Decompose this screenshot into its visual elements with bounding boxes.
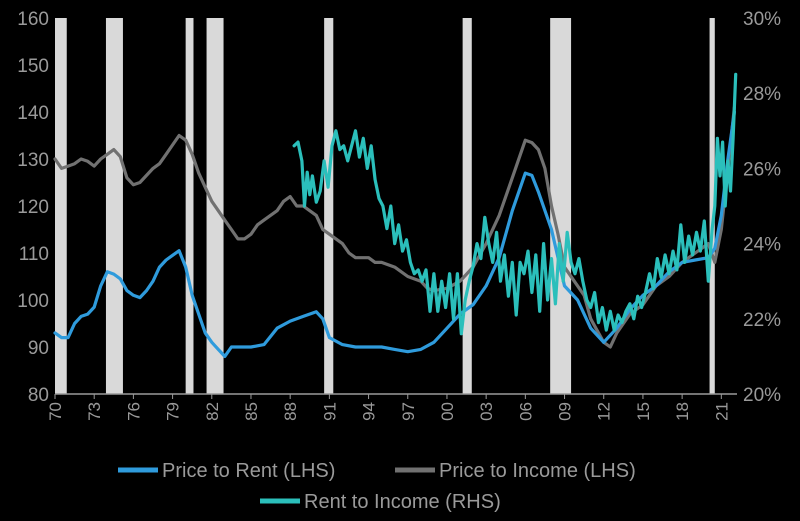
x-axis-tick-label: 91 bbox=[320, 402, 339, 421]
left-axis-tick-label: 90 bbox=[28, 338, 49, 359]
legend: Price to Rent (LHS) Price to Income (LHS)… bbox=[118, 460, 636, 513]
recession-band bbox=[462, 18, 472, 394]
x-axis-tick-label: 09 bbox=[556, 402, 575, 421]
x-axis-tick-label: 76 bbox=[124, 402, 143, 421]
recession-band bbox=[324, 18, 334, 394]
left-axis-tick-label: 100 bbox=[17, 291, 49, 312]
x-axis-tick-label: 15 bbox=[634, 402, 653, 421]
series-line bbox=[53, 105, 736, 349]
x-axis-tick-label: 79 bbox=[164, 402, 183, 421]
x-axis-tick-label: 70 bbox=[46, 402, 65, 421]
x-axis-tick-label: 12 bbox=[595, 402, 614, 421]
recession-shading bbox=[55, 18, 715, 394]
left-axis: 80 90 100 110 120 130 140 150 160 bbox=[17, 9, 49, 406]
right-axis-tick-label: 28% bbox=[743, 84, 781, 105]
right-axis: 20% 22% 24% 26% 28% 30% bbox=[743, 9, 781, 406]
series-line bbox=[53, 110, 736, 358]
x-axis-tick-label: 85 bbox=[242, 402, 261, 421]
left-axis-tick-label: 130 bbox=[17, 150, 49, 171]
x-axis-tick-label: 18 bbox=[673, 402, 692, 421]
legend-label: Price to Rent (LHS) bbox=[162, 460, 335, 482]
recession-band bbox=[550, 18, 572, 394]
legend-label: Rent to Income (RHS) bbox=[304, 491, 501, 513]
x-axis-tick-label: 03 bbox=[477, 402, 496, 421]
left-axis-tick-label: 140 bbox=[17, 103, 49, 124]
x-axis-tick-label: 06 bbox=[516, 402, 535, 421]
left-axis-tick-label: 160 bbox=[17, 9, 49, 30]
left-axis-tick-label: 120 bbox=[17, 197, 49, 218]
recession-band bbox=[105, 18, 123, 394]
recession-band bbox=[709, 18, 715, 394]
right-axis-tick-label: 24% bbox=[743, 235, 781, 256]
x-axis-tick-label: 94 bbox=[360, 402, 379, 421]
x-axis-tick-label: 82 bbox=[203, 402, 222, 421]
x-axis-tick-label: 88 bbox=[281, 402, 300, 421]
left-axis-tick-label: 150 bbox=[17, 56, 49, 77]
x-axis: 70 73 76 79 82 85 88 91 94 97 00 03 06 09 12 15 18 21 bbox=[46, 393, 737, 421]
x-axis-tick-label: 21 bbox=[712, 402, 731, 421]
x-axis-tick-label: 00 bbox=[438, 402, 457, 421]
x-axis-tick-label: 73 bbox=[85, 402, 104, 421]
recession-band bbox=[185, 18, 194, 394]
right-axis-tick-label: 20% bbox=[743, 385, 781, 406]
recession-band bbox=[55, 18, 67, 394]
right-axis-tick-label: 22% bbox=[743, 310, 781, 331]
series-line bbox=[292, 72, 738, 336]
left-axis-tick-label: 80 bbox=[28, 385, 49, 406]
right-axis-tick-label: 26% bbox=[743, 159, 781, 180]
legend-label: Price to Income (LHS) bbox=[439, 460, 636, 482]
left-axis-tick-label: 110 bbox=[19, 244, 49, 265]
series-lines bbox=[53, 72, 738, 358]
right-axis-tick-label: 30% bbox=[743, 9, 781, 30]
x-axis-tick-label: 97 bbox=[399, 402, 418, 421]
